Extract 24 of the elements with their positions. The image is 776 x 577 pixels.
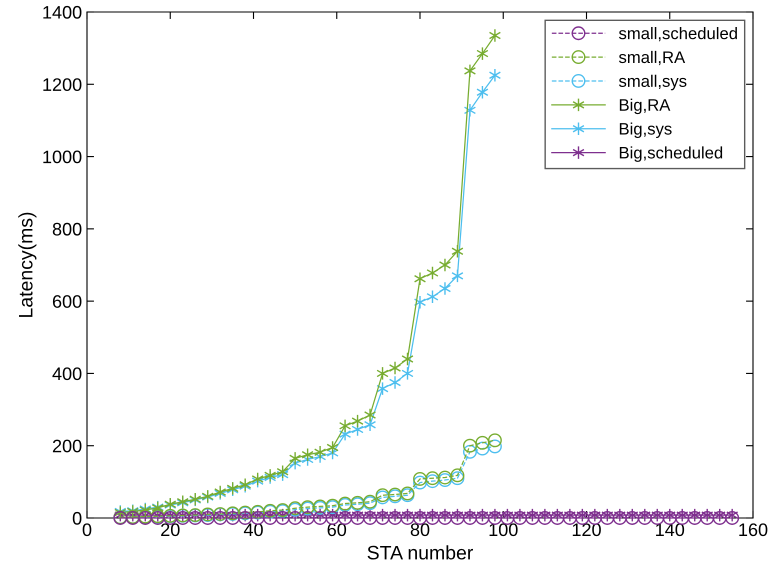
x-axis-title: STA number	[368, 545, 473, 560]
x-tick-label: 0	[82, 523, 92, 536]
y-axis-title: Latency(ms)	[18, 212, 36, 317]
x-tick-label: 40	[244, 523, 263, 536]
legend-label: Big,scheduled	[620, 146, 722, 162]
legend-label: small,scheduled	[618, 27, 737, 42]
x-tick-label: 120	[572, 523, 601, 536]
legend-label: Big,RA	[620, 98, 670, 114]
x-tick-label: 100	[490, 523, 518, 536]
y-tick-label: 600	[52, 295, 82, 308]
x-tick-label: 20	[161, 523, 180, 536]
x-tick-label: 80	[410, 523, 430, 536]
x-tick-label: 160	[739, 523, 768, 536]
x-tick-label: 140	[656, 523, 684, 536]
y-tick-label: 400	[52, 367, 82, 380]
legend-label: small,RA	[618, 50, 686, 66]
y-tick-label: 800	[52, 222, 82, 236]
y-tick-label: 1200	[43, 78, 82, 92]
legend-label: small,sys	[618, 74, 686, 90]
y-tick-label: 1000	[43, 150, 82, 164]
y-tick-label: 200	[52, 440, 82, 452]
y-tick-label: 0	[72, 512, 82, 525]
legend-label: Big,sys	[620, 122, 672, 138]
y-tick-label: 1400	[43, 6, 82, 19]
